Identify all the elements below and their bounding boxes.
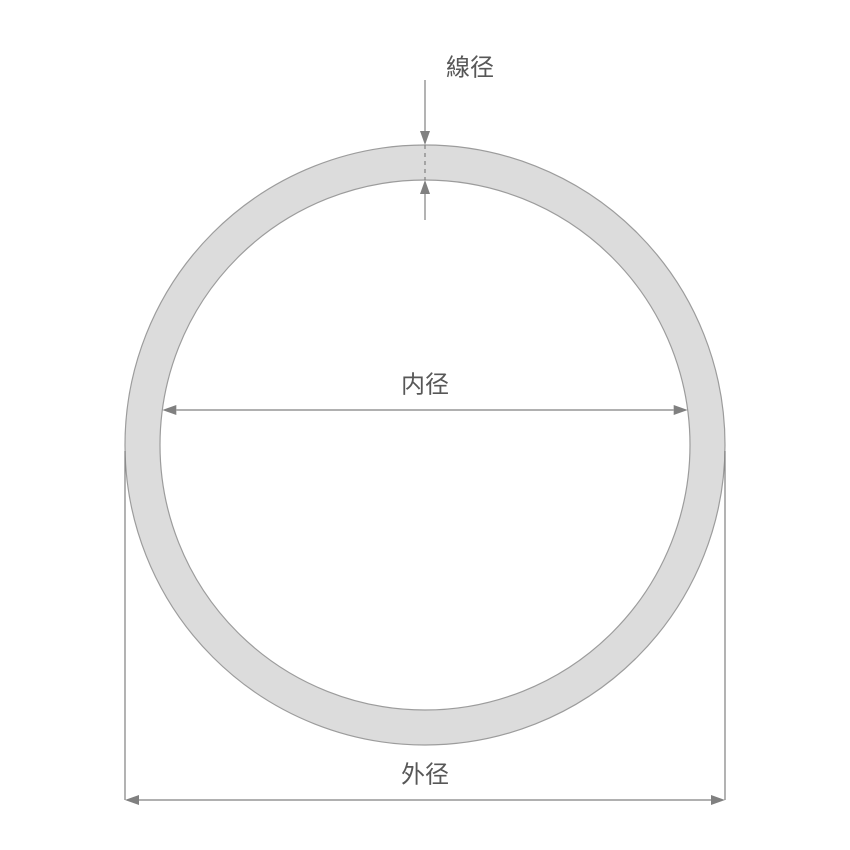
- arrowhead: [674, 405, 688, 415]
- ring-dimension-diagram: 線径内径外径: [0, 0, 850, 850]
- ring-annulus: [125, 145, 725, 745]
- arrowhead: [125, 795, 139, 805]
- arrowhead: [162, 405, 176, 415]
- wire-diameter-label: 線径: [446, 55, 494, 82]
- arrowhead: [711, 795, 725, 805]
- arrowhead: [420, 180, 430, 194]
- arrowhead: [420, 131, 430, 145]
- outer-diameter-label: 外径: [401, 762, 449, 789]
- inner-diameter-label: 内径: [401, 372, 449, 399]
